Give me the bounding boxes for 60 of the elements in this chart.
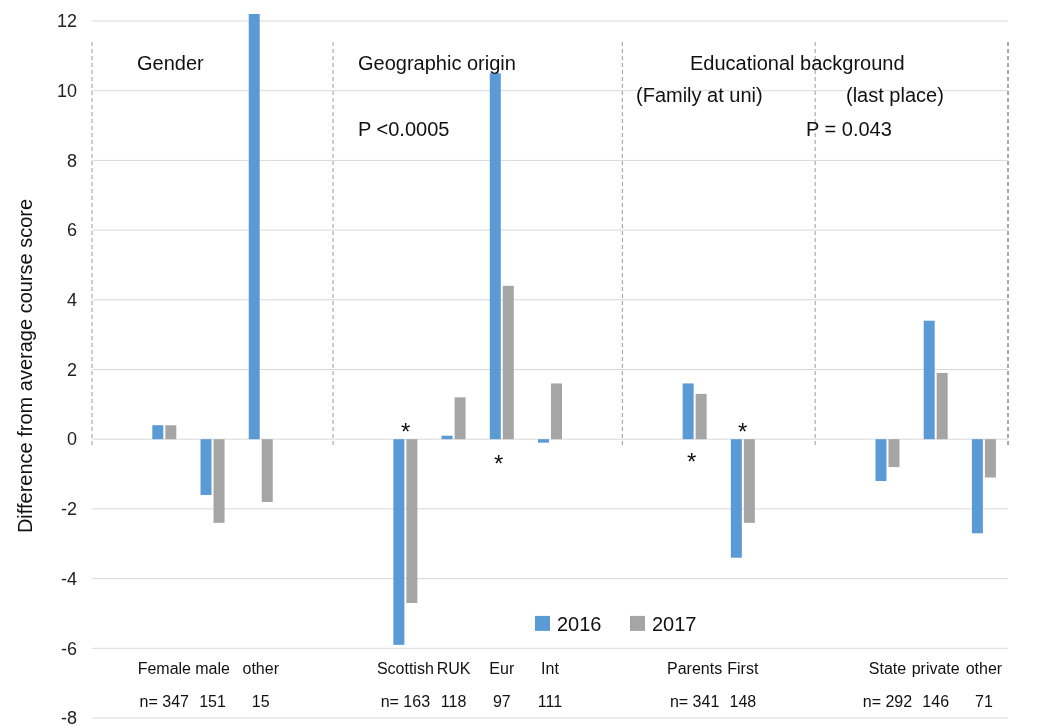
bar bbox=[888, 439, 900, 468]
bar bbox=[454, 397, 466, 440]
bar bbox=[551, 383, 562, 440]
bar bbox=[248, 14, 260, 440]
bar bbox=[971, 439, 983, 534]
bar bbox=[923, 320, 935, 440]
x-tick-label: State n= 292 bbox=[862, 660, 913, 711]
x-tick-label: First 148 bbox=[727, 660, 759, 711]
bar bbox=[261, 439, 273, 502]
annotation: Educational background bbox=[690, 52, 905, 74]
bar bbox=[743, 439, 755, 523]
bar bbox=[695, 393, 707, 440]
bar bbox=[200, 439, 212, 495]
bar bbox=[682, 383, 694, 440]
y-tick-label: -6 bbox=[60, 638, 77, 659]
y-tick-label: 8 bbox=[66, 150, 77, 171]
annotation: * bbox=[401, 418, 411, 445]
bar bbox=[538, 439, 549, 443]
x-tick-label: Female n= 347 bbox=[137, 660, 192, 711]
annotation: Geographic origin bbox=[358, 52, 516, 74]
legend-label: 2017 bbox=[652, 612, 697, 635]
bar bbox=[936, 372, 948, 440]
x-tick-label: other 71 bbox=[965, 660, 1003, 711]
annotation: * bbox=[494, 450, 504, 477]
annotation: (last place) bbox=[846, 84, 944, 106]
annotation: * bbox=[738, 418, 748, 445]
bar bbox=[152, 425, 164, 440]
annotation: P <0.0005 bbox=[358, 118, 450, 140]
bar bbox=[393, 439, 405, 645]
x-tick-label: Scottish n= 163 bbox=[376, 660, 434, 711]
annotation: Gender bbox=[137, 52, 205, 74]
bar bbox=[165, 425, 177, 440]
x-tick-label: Int 111 bbox=[537, 660, 563, 711]
legend-label: 2016 bbox=[557, 612, 602, 635]
x-tick-label: other 15 bbox=[242, 660, 280, 711]
annotation: (Family at uni) bbox=[636, 84, 763, 106]
bar bbox=[875, 439, 887, 482]
bar bbox=[406, 439, 418, 603]
x-tick-label: Eur 97 bbox=[489, 660, 515, 711]
y-tick-label: -8 bbox=[60, 708, 77, 726]
annotation: P = 0.043 bbox=[806, 118, 892, 140]
x-tick-label: Parents n= 341 bbox=[667, 660, 723, 711]
annotation: * bbox=[687, 448, 697, 475]
bar bbox=[489, 73, 501, 440]
bar bbox=[502, 285, 514, 440]
y-tick-label: 4 bbox=[66, 290, 77, 311]
y-tick-label: 12 bbox=[56, 11, 77, 32]
bar bbox=[984, 439, 996, 478]
y-tick-label: 6 bbox=[66, 220, 77, 241]
y-tick-label: -2 bbox=[60, 499, 77, 520]
x-tick-label: private 146 bbox=[911, 660, 960, 711]
bar bbox=[730, 439, 742, 558]
y-tick-label: 0 bbox=[66, 429, 77, 450]
y-axis-title: Difference from average course score bbox=[14, 198, 36, 534]
x-tick-label: male 151 bbox=[195, 660, 230, 711]
y-tick-label: -4 bbox=[60, 568, 77, 589]
y-tick-label: 2 bbox=[66, 359, 77, 380]
bar bbox=[213, 439, 225, 523]
x-tick-label: RUK 118 bbox=[436, 660, 471, 711]
y-tick-label: 10 bbox=[56, 80, 77, 101]
